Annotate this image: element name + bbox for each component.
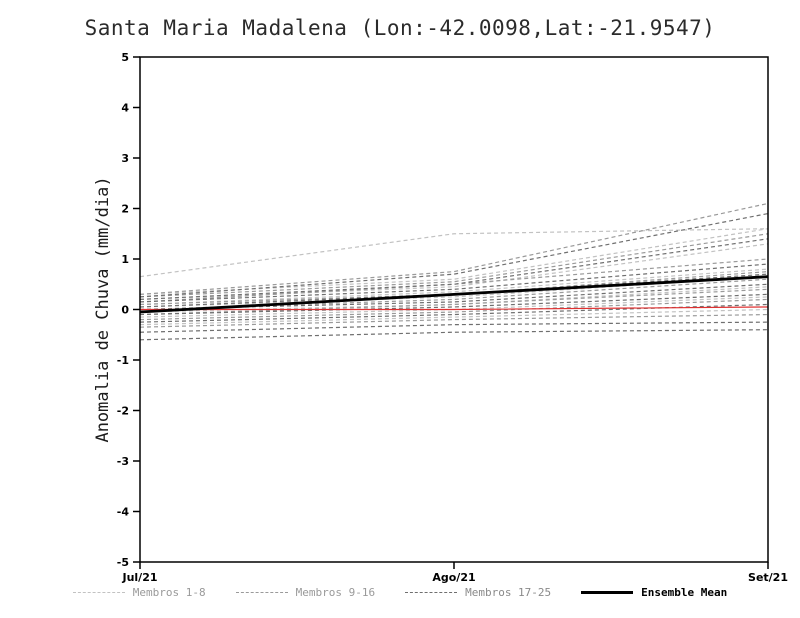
member-line-g1-1 xyxy=(139,228,769,278)
member-line-g2-8 xyxy=(139,313,769,328)
legend-label: Membros 17-25 xyxy=(465,586,552,599)
legend-label: Membros 9-16 xyxy=(295,586,376,599)
y-tick-label: -2 xyxy=(117,405,129,418)
legend-line-sample xyxy=(581,591,634,594)
y-tick-label: 1 xyxy=(121,253,129,266)
y-tick-label: 5 xyxy=(121,51,129,64)
member-line-g2-2 xyxy=(139,233,769,298)
y-tick-label: 2 xyxy=(121,203,129,216)
y-axis-label: Anomalia de Chuva (mm/dia) xyxy=(93,176,113,442)
member-line-g1-4 xyxy=(139,268,769,306)
legend-item-1: Membros 1-8 xyxy=(72,586,206,599)
legend: Membros 1-8 Membros 9-16 Membros 17-25 Ense… xyxy=(0,586,800,599)
legend-line-sample xyxy=(235,592,288,593)
x-tick-label: Set/21 xyxy=(748,571,788,584)
y-tick-label: 4 xyxy=(121,102,129,115)
y-tick-label: -4 xyxy=(117,506,130,519)
x-tick-label: Jul/21 xyxy=(121,571,157,584)
ensemble-mean-line xyxy=(139,275,769,314)
y-tick-label: -5 xyxy=(117,556,129,569)
zero-line xyxy=(140,306,769,311)
legend-label: Ensemble Mean xyxy=(641,586,728,599)
member-line-g3-9 xyxy=(139,329,769,341)
legend-line-sample xyxy=(405,592,458,593)
legend-item-4: Ensemble Mean xyxy=(581,586,727,599)
legend-label: Membros 1-8 xyxy=(132,586,206,599)
y-tick-label: 0 xyxy=(121,304,129,317)
chart-title: Santa Maria Madalena (Lon:-42.0098,Lat:-… xyxy=(84,16,716,40)
y-tick-label: -3 xyxy=(117,455,129,468)
x-tick-label: Ago/21 xyxy=(432,571,475,584)
member-line-g1-3 xyxy=(139,243,769,300)
member-line-g3-2 xyxy=(139,238,769,300)
member-line-g1-2 xyxy=(139,228,769,295)
legend-item-3: Membros 17-25 xyxy=(405,586,551,599)
member-line-g3-1 xyxy=(139,212,769,298)
y-tick-label: -1 xyxy=(117,354,129,367)
y-tick-label: 3 xyxy=(121,152,129,165)
legend-line-sample xyxy=(72,592,125,593)
legend-item-2: Membros 9-16 xyxy=(235,586,376,599)
